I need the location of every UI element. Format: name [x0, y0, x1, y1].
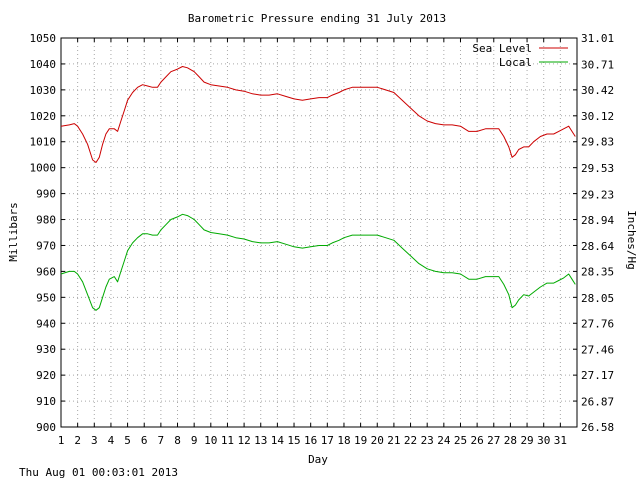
x-tick-label: 14 — [271, 434, 285, 447]
x-tick-label: 1 — [58, 434, 65, 447]
tick-marks — [60, 37, 577, 428]
y-left-tick-label: 1030 — [30, 84, 57, 97]
x-tick-label: 10 — [204, 434, 217, 447]
x-tick-label: 18 — [337, 434, 350, 447]
y-right-tick-label: 26.87 — [581, 396, 614, 409]
x-tick-label: 22 — [404, 434, 417, 447]
x-tick-label: 12 — [237, 434, 250, 447]
x-axis-tick-labels: 1 2 3 4 5 6 7 8 9 10 11 12 13 14 15 16 17 18 19 20 21 22 23 24 2… — [58, 434, 567, 447]
y-left-tick-label: 920 — [36, 369, 56, 382]
x-tick-label: 30 — [537, 434, 550, 447]
chart-title: Barometric Pressure ending 31 July 2013 — [188, 12, 446, 25]
x-tick-label: 11 — [221, 434, 234, 447]
y-axis-left-title: Millibars — [7, 202, 20, 262]
x-tick-label: 17 — [321, 434, 334, 447]
x-tick-label: 31 — [554, 434, 567, 447]
y-left-tick-label: 1020 — [30, 110, 57, 123]
y-left-tick-label: 910 — [36, 395, 56, 408]
x-tick-label: 6 — [141, 434, 148, 447]
x-tick-label: 27 — [487, 434, 500, 447]
x-tick-label: 29 — [520, 434, 533, 447]
series-line-local — [60, 213, 576, 311]
x-tick-label: 20 — [371, 434, 384, 447]
x-tick-label: 8 — [174, 434, 181, 447]
y-axis-left-tick-labels: 900 910 920 930 940 950 960 970 980 990 1000 1010 10… — [30, 32, 57, 434]
y-right-tick-label: 27.17 — [581, 369, 614, 382]
x-tick-label: 19 — [354, 434, 367, 447]
y-right-tick-label: 30.42 — [581, 84, 614, 97]
y-right-tick-label: 28.35 — [581, 266, 614, 279]
series-lines — [60, 66, 576, 311]
y-left-tick-label: 950 — [36, 291, 56, 304]
y-left-tick-label: 1040 — [30, 58, 57, 71]
y-right-tick-label: 29.53 — [581, 162, 614, 175]
y-left-tick-label: 980 — [36, 214, 56, 227]
x-axis-title: Day — [308, 453, 328, 466]
y-left-tick-label: 1010 — [30, 136, 57, 149]
y-left-tick-label: 970 — [36, 239, 56, 252]
x-tick-label: 21 — [387, 434, 400, 447]
y-right-tick-label: 27.46 — [581, 344, 614, 357]
x-tick-label: 24 — [437, 434, 451, 447]
timestamp-footer: Thu Aug 01 00:03:01 2013 — [19, 466, 178, 479]
x-tick-label: 9 — [191, 434, 198, 447]
y-left-tick-label: 960 — [36, 265, 56, 278]
y-left-tick-label: 900 — [36, 421, 56, 434]
y-right-tick-label: 27.76 — [581, 317, 614, 330]
y-right-tick-label: 31.01 — [581, 32, 614, 45]
x-tick-label: 16 — [304, 434, 317, 447]
x-tick-label: 7 — [158, 434, 165, 447]
y-right-tick-label: 28.64 — [581, 240, 614, 253]
y-left-tick-label: 930 — [36, 343, 56, 356]
plot-frame — [60, 37, 578, 428]
x-tick-label: 4 — [108, 434, 115, 447]
x-tick-label: 5 — [124, 434, 131, 447]
y-left-tick-label: 990 — [36, 188, 56, 201]
y-axis-right-tick-labels: 26.58 26.87 27.17 27.46 27.76 28.05 28.35 28.64… — [581, 32, 614, 434]
y-right-tick-label: 30.12 — [581, 110, 614, 123]
y-left-tick-label: 1050 — [30, 32, 57, 45]
x-tick-label: 15 — [287, 434, 300, 447]
grid-lines — [61, 38, 577, 427]
series-line-sea-level — [60, 66, 576, 163]
legend-label-local: Local — [499, 56, 532, 69]
y-right-tick-label: 29.23 — [581, 188, 614, 201]
y-right-tick-label: 28.94 — [581, 214, 614, 227]
y-left-tick-label: 940 — [36, 317, 56, 330]
legend-label-sea-level: Sea Level — [472, 42, 532, 55]
legend: Sea Level Local — [472, 42, 568, 69]
x-tick-label: 13 — [254, 434, 267, 447]
y-left-tick-label: 1000 — [30, 162, 57, 175]
x-tick-label: 2 — [74, 434, 81, 447]
y-right-tick-label: 28.05 — [581, 292, 614, 305]
x-tick-label: 28 — [504, 434, 517, 447]
x-tick-label: 3 — [91, 434, 98, 447]
x-tick-label: 23 — [421, 434, 434, 447]
y-axis-right-title: Inches/Hg — [625, 210, 638, 270]
y-right-tick-label: 29.83 — [581, 136, 614, 149]
y-right-tick-label: 30.71 — [581, 58, 614, 71]
x-tick-label: 26 — [471, 434, 484, 447]
y-right-tick-label: 26.58 — [581, 421, 614, 434]
x-tick-label: 25 — [454, 434, 467, 447]
